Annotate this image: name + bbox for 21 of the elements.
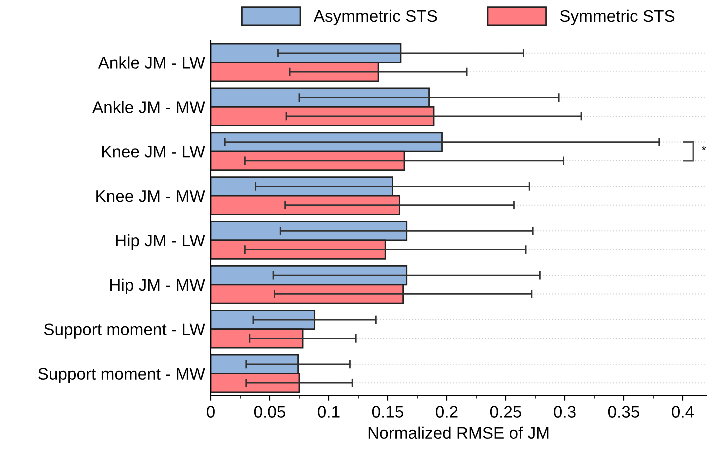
- x-tick-label: 0.2: [436, 406, 458, 418]
- y-tick-label: Knee JM - LW: [102, 146, 206, 158]
- y-tick-label: Hip JM - MW: [110, 278, 206, 294]
- x-tick-label: 0.05: [254, 406, 286, 418]
- y-tick-label: Hip JM - LW: [116, 234, 206, 250]
- y-tick-label: Support moment - LW: [44, 324, 206, 339]
- x-tick-label: 0.15: [372, 406, 404, 418]
- x-tick-label: 0.4: [672, 406, 694, 418]
- x-axis-title: Normalized RMSE of JM: [368, 426, 549, 440]
- y-tick-label: Ankle JM - LW: [98, 56, 206, 69]
- x-tick-label: 0.3: [554, 406, 576, 418]
- x-tick-label: 0.1: [318, 406, 340, 418]
- x-tick-label: 0: [207, 406, 215, 418]
- y-tick-label: Support moment - MW: [38, 368, 206, 384]
- y-tick-label: Ankle JM - MW: [92, 101, 206, 114]
- legend-label: Symmetric STS: [560, 10, 675, 26]
- x-tick-label: 0.35: [608, 406, 640, 418]
- x-tick-label: 0.25: [490, 406, 522, 418]
- annotation: *: [702, 146, 706, 151]
- legend-label: Asymmetric STS: [314, 10, 438, 26]
- y-tick-label: Knee JM - MW: [96, 190, 206, 202]
